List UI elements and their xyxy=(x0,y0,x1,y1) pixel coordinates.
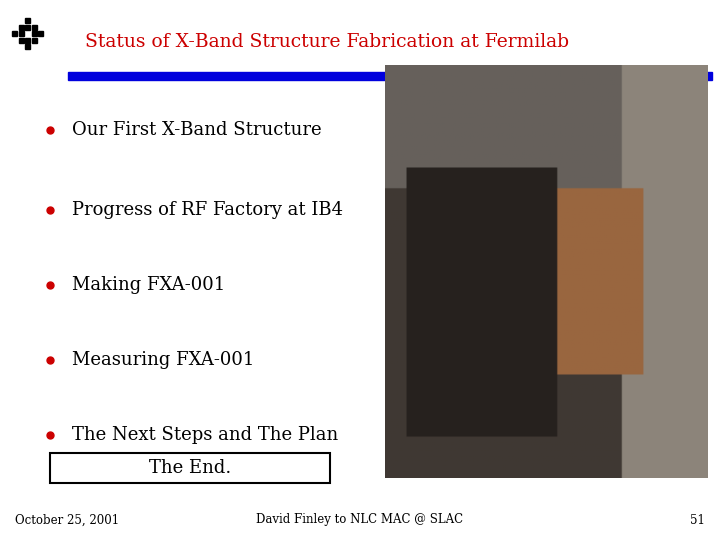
Bar xyxy=(32,37,37,43)
Bar xyxy=(38,31,43,36)
Bar xyxy=(19,24,24,30)
Text: 51: 51 xyxy=(690,514,705,526)
Bar xyxy=(25,44,30,49)
Text: David Finley to NLC MAC @ SLAC: David Finley to NLC MAC @ SLAC xyxy=(256,514,464,526)
Text: The Next Steps and The Plan: The Next Steps and The Plan xyxy=(72,426,338,444)
Text: October 25, 2001: October 25, 2001 xyxy=(15,514,119,526)
Text: Status of X-Band Structure Fabrication at Fermilab: Status of X-Band Structure Fabrication a… xyxy=(85,33,569,51)
Bar xyxy=(25,18,30,23)
Text: Our First X-Band Structure: Our First X-Band Structure xyxy=(72,121,322,139)
Bar xyxy=(12,31,17,36)
Text: Making FXA-001: Making FXA-001 xyxy=(72,276,225,294)
Bar xyxy=(32,24,37,30)
Bar xyxy=(25,24,30,30)
Bar xyxy=(19,31,24,36)
Text: Progress of RF Factory at IB4: Progress of RF Factory at IB4 xyxy=(72,201,343,219)
Bar xyxy=(25,37,30,43)
Bar xyxy=(392,72,712,80)
Bar xyxy=(50,453,330,483)
Bar xyxy=(19,37,24,43)
Text: The End.: The End. xyxy=(149,459,231,477)
Text: Measuring FXA-001: Measuring FXA-001 xyxy=(72,351,254,369)
Bar xyxy=(68,72,388,80)
Bar xyxy=(32,31,37,36)
